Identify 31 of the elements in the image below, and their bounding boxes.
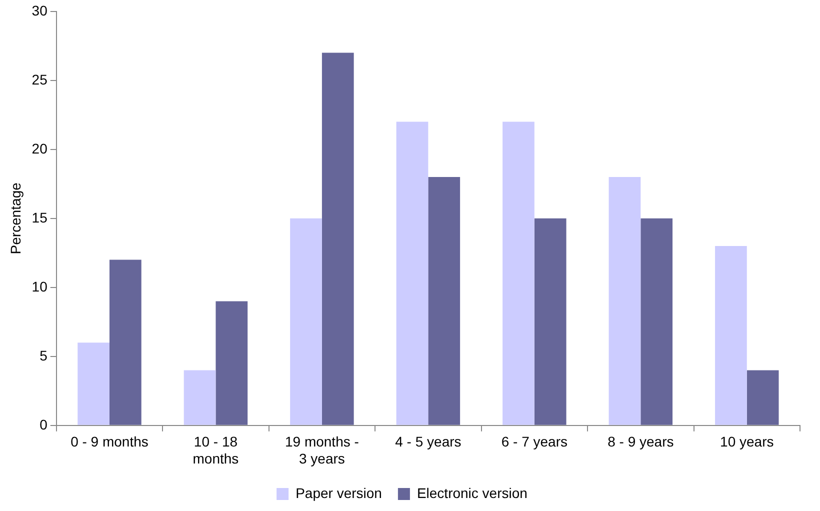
bar bbox=[428, 177, 460, 425]
bar bbox=[290, 218, 322, 425]
y-tick-label: 25 bbox=[32, 71, 48, 88]
x-tick-label: 8 - 9 years bbox=[608, 434, 674, 450]
x-tick-label: 4 - 5 years bbox=[395, 434, 462, 450]
x-tick-label: 0 - 9 months bbox=[70, 434, 148, 450]
bar bbox=[184, 370, 216, 425]
x-tick-label: 10 years bbox=[720, 434, 774, 450]
y-tick-label: 20 bbox=[32, 140, 48, 156]
x-tick-label: 10 - 18 months bbox=[192, 434, 239, 466]
legend-label: Paper version bbox=[296, 484, 382, 501]
bar bbox=[534, 218, 566, 425]
bar bbox=[396, 122, 428, 425]
bar bbox=[78, 342, 110, 425]
x-tick-label: 19 months - 3 years bbox=[284, 434, 360, 466]
y-tick-label: 15 bbox=[32, 209, 48, 226]
bar bbox=[746, 370, 779, 425]
bar bbox=[715, 246, 747, 425]
bar bbox=[640, 218, 673, 425]
y-tick-label: 5 bbox=[40, 347, 48, 364]
x-tick-label: 6 - 7 years bbox=[501, 434, 568, 450]
bar bbox=[502, 122, 534, 425]
y-axis-title: Percentage bbox=[7, 182, 24, 254]
y-tick-label: 0 bbox=[40, 416, 48, 432]
bar bbox=[216, 301, 248, 425]
legend-label: Electronic version bbox=[416, 484, 528, 501]
bar bbox=[109, 260, 142, 425]
y-tick-label: 10 bbox=[32, 278, 48, 294]
bar bbox=[322, 52, 354, 425]
bar bbox=[608, 177, 641, 425]
y-tick-label: 30 bbox=[32, 2, 48, 18]
